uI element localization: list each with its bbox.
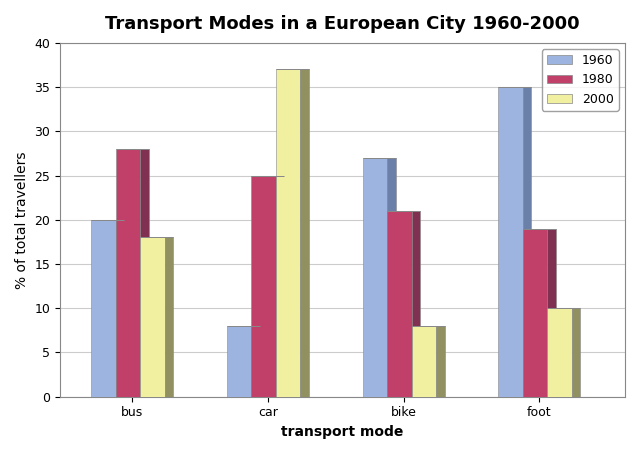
Polygon shape [436,326,445,397]
Bar [547,308,572,397]
Polygon shape [164,237,173,397]
Polygon shape [276,176,284,397]
Polygon shape [412,211,420,397]
Polygon shape [387,158,396,397]
Polygon shape [140,149,148,397]
Bar [227,326,252,397]
Bar [363,158,387,397]
Bar [252,176,276,397]
Legend: 1960, 1980, 2000: 1960, 1980, 2000 [542,49,619,111]
Bar [92,220,116,397]
Bar [140,237,164,397]
Bar [523,229,547,397]
Bar [276,69,300,397]
Bar [116,149,140,397]
Bar [412,326,436,397]
Polygon shape [116,220,124,397]
Polygon shape [547,229,556,397]
Title: Transport Modes in a European City 1960-2000: Transport Modes in a European City 1960-… [105,15,580,33]
Bar [387,211,412,397]
Bar [499,87,523,397]
Y-axis label: % of total travellers: % of total travellers [15,151,29,289]
Polygon shape [300,69,309,397]
X-axis label: transport mode: transport mode [282,425,404,439]
Polygon shape [572,308,580,397]
Polygon shape [523,87,531,397]
Polygon shape [252,326,260,397]
